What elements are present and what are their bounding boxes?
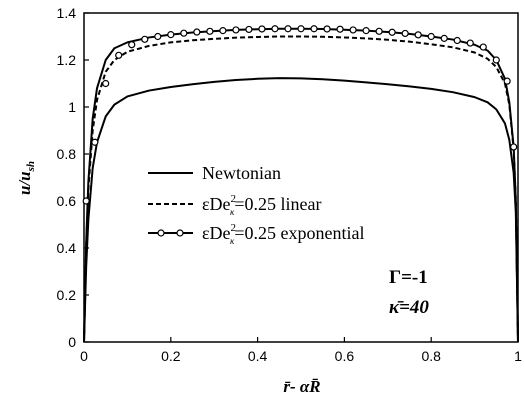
x-tick-label: 0 [80, 348, 88, 364]
legend-label-exponential: εDe2 κ=0.25 exponential [202, 222, 365, 246]
series-marker [375, 27, 383, 35]
series-marker [362, 27, 370, 35]
series-marker [503, 77, 511, 85]
x-axis-label: r̄- αR̄ [283, 377, 320, 396]
series-marker [102, 79, 110, 88]
annotation-gamma: Γ=-1 [389, 267, 428, 288]
series-marker [271, 25, 279, 33]
series-line-1 [83, 77, 519, 343]
series-marker [349, 26, 357, 34]
series-marker [82, 197, 90, 205]
series-marker [479, 43, 487, 51]
series-marker [510, 143, 518, 151]
legend-label-linear: εDe2 κ=0.25 linear [202, 193, 322, 217]
x-tick-label: 0.6 [335, 348, 355, 364]
legend: Newtonian εDe2 κ=0.25 linear εDe2 κ=0.25 e… [148, 163, 365, 246]
y-tick-label: 1.4 [57, 5, 77, 21]
series-marker [91, 138, 99, 146]
series-marker [193, 28, 201, 36]
plot-frame [83, 12, 519, 343]
series-marker [219, 27, 227, 35]
x-tick-label: 0.2 [161, 348, 181, 364]
y-tick-label: 0.2 [57, 287, 77, 303]
y-tick-label: 0.8 [57, 146, 77, 162]
y-axis-ticks: 0 0.2 0.4 0.6 0.8 1 1.2 1.4 [57, 5, 89, 350]
marker-layer [82, 25, 518, 205]
series-marker [245, 25, 253, 34]
series-marker [440, 34, 448, 42]
series-marker [141, 35, 149, 43]
series-marker [453, 36, 461, 45]
series-layer [83, 27, 519, 343]
series-marker [128, 41, 136, 49]
annotation-kappa: κ̄=40 [389, 297, 429, 318]
series-marker [206, 27, 214, 35]
x-axis-ticks: 0 0.2 0.4 0.6 0.8 1 [80, 337, 522, 364]
series-marker [388, 28, 396, 36]
y-tick-label: 0.4 [57, 240, 77, 256]
series-marker [297, 25, 305, 33]
series-marker [115, 51, 123, 59]
series-marker [466, 39, 474, 47]
legend-marker-exponential [157, 229, 165, 237]
series-marker [401, 29, 409, 38]
series-marker [180, 29, 188, 37]
y-tick-label: 0 [68, 334, 76, 350]
series-marker [336, 25, 344, 33]
series-marker [492, 56, 500, 64]
series-marker [323, 25, 331, 33]
y-tick-label: 1 [68, 99, 76, 115]
legend-marker-exponential [176, 229, 184, 237]
x-tick-label: 0.8 [421, 348, 441, 364]
series-marker [427, 32, 435, 41]
series-marker [154, 32, 162, 41]
y-tick-label: 0.6 [57, 193, 77, 209]
series-marker [310, 25, 318, 33]
y-axis-label: u/ush [15, 161, 37, 195]
x-tick-label: 0.4 [248, 348, 268, 364]
series-line-3 [83, 27, 519, 343]
y-tick-label: 1.2 [57, 52, 77, 68]
series-marker [284, 25, 292, 33]
svg-text:u/ush: u/ush [15, 161, 37, 195]
x-tick-label: 1 [514, 348, 522, 364]
legend-label-newtonian: Newtonian [202, 163, 281, 183]
series-line-2 [83, 35, 519, 343]
y-axis-label-main: u/u [15, 171, 34, 195]
series-marker [258, 25, 266, 33]
series-marker [167, 31, 175, 39]
series-marker [232, 26, 240, 34]
series-marker [414, 31, 422, 39]
y-axis-label-sub: sh [25, 161, 37, 172]
